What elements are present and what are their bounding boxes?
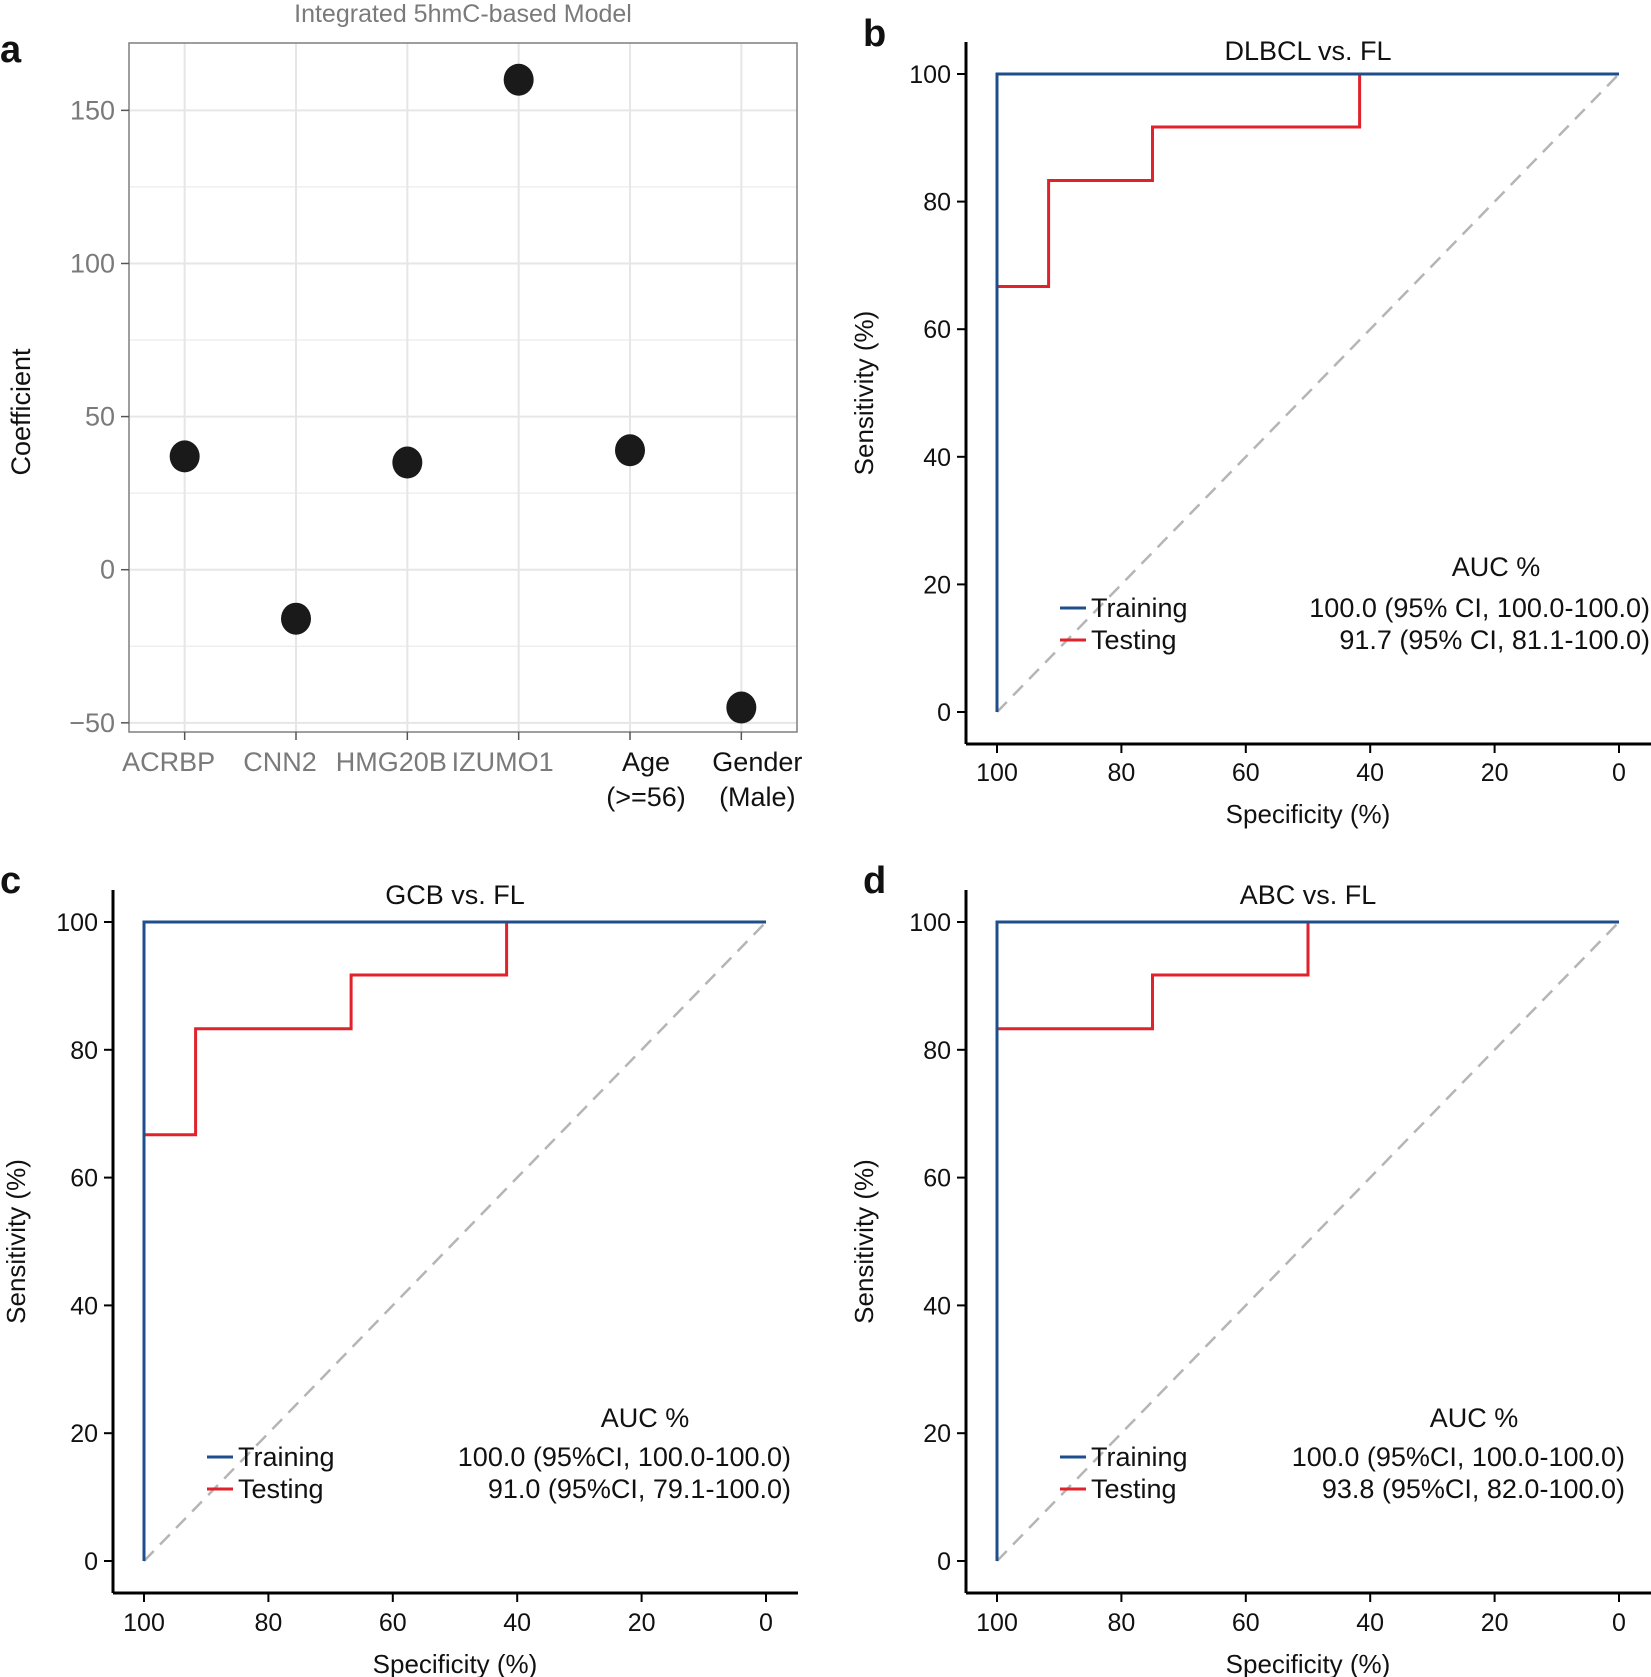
x-tick-label: 80 — [1107, 1609, 1135, 1637]
x-tick-label: 80 — [254, 1609, 282, 1637]
y-tick-label: 150 — [70, 95, 115, 125]
x-tick-label: 60 — [1232, 759, 1260, 787]
y-tick-label: 60 — [923, 1165, 951, 1193]
reference-diagonal — [996, 73, 1620, 713]
x-tick-label: 60 — [379, 1609, 407, 1637]
y-axis-label: Sensitivity (%) — [1, 1159, 31, 1324]
panel-letter: a — [0, 29, 22, 71]
y-tick-label: 100 — [909, 909, 951, 937]
y-tick-label: 60 — [923, 316, 951, 344]
roc-curve-testing — [995, 72, 1619, 712]
x-tick-label: 100 — [123, 1609, 165, 1637]
plot-frame — [128, 42, 798, 733]
y-tick-label: 0 — [84, 1548, 98, 1576]
roc-curve-testing — [142, 920, 766, 1561]
reference-diagonal — [996, 921, 1620, 1562]
x-axis-label: Specificity (%) — [1226, 1649, 1391, 1677]
panel-letter: d — [863, 860, 886, 902]
x-tick-label: 60 — [1232, 1609, 1260, 1637]
y-axis-label: Sensitivity (%) — [849, 1159, 879, 1324]
y-tick-label: 40 — [923, 444, 951, 472]
x-axis-label: Specificity (%) — [373, 1649, 538, 1677]
x-category-label: HMG20B — [336, 747, 447, 777]
chart-title: ABC vs. FL — [1240, 880, 1377, 910]
auc-header: AUC % — [601, 1403, 690, 1433]
y-tick-label: 0 — [100, 555, 115, 585]
x-tick-label: 0 — [759, 1609, 773, 1637]
reference-diagonal — [143, 921, 767, 1562]
panel-c: 0 20 40 60 80 100 100 80 60 40 20 0 GCB vs. FL Specif… — [0, 860, 798, 1677]
x-tick-label: 0 — [1612, 759, 1626, 787]
x-tick-label: 20 — [628, 1609, 656, 1637]
x-category-label: (Male) — [719, 782, 796, 812]
x-tick-label: 100 — [976, 759, 1018, 787]
x-axis-label: Specificity (%) — [1226, 799, 1391, 829]
data-point-hmg20b — [392, 446, 423, 479]
legend-auc-testing: 93.8 (95%CI, 82.0-100.0) — [1322, 1474, 1625, 1504]
data-point-age — [615, 434, 645, 467]
x-tick-label: 40 — [1356, 1609, 1384, 1637]
x-category-label: ACRBP — [122, 747, 215, 777]
y-tick-label: 60 — [70, 1165, 98, 1193]
legend-auc-testing: 91.0 (95%CI, 79.1-100.0) — [488, 1474, 791, 1504]
legend-auc-training: 100.0 (95% CI, 100.0-100.0) — [1309, 593, 1650, 623]
y-tick-label: 50 — [85, 402, 115, 432]
roc-curve-training — [995, 920, 1619, 1561]
data-point-cnn2 — [281, 602, 311, 635]
panel-letter: b — [863, 13, 886, 55]
y-axis-label: Coefficient — [6, 348, 36, 476]
y-axis-label: Sensitivity (%) — [849, 311, 879, 476]
x-tick-label: 40 — [1356, 759, 1384, 787]
legend-auc-training: 100.0 (95%CI, 100.0-100.0) — [1292, 1442, 1625, 1472]
x-tick-label: 20 — [1481, 759, 1509, 787]
x-tick-label: 80 — [1107, 759, 1135, 787]
x-tick-label: 0 — [1612, 1609, 1626, 1637]
panel-d: 0 20 40 60 80 100 100 80 60 40 20 0 ABC vs. FL Specif… — [849, 860, 1651, 1677]
x-tick-label: 100 — [976, 1609, 1018, 1637]
y-tick-label: 20 — [923, 1420, 951, 1448]
panel-a: −50 0 50 100 150 ACRBP CNN2 HMG20B IZUMO1 Age (>=5… — [0, 0, 802, 812]
x-category-label: Age — [622, 747, 670, 777]
legend-auc-training: 100.0 (95%CI, 100.0-100.0) — [458, 1442, 791, 1472]
chart-title: GCB vs. FL — [385, 880, 525, 910]
y-tick-label: −50 — [69, 708, 115, 738]
legend-label-testing: Testing — [1091, 625, 1177, 655]
x-category-label: Gender — [712, 747, 802, 777]
legend-label-training: Training — [238, 1442, 335, 1472]
x-category-label: CNN2 — [243, 747, 317, 777]
y-tick-label: 20 — [70, 1420, 98, 1448]
y-tick-label: 0 — [937, 1548, 951, 1576]
chart-title: DLBCL vs. FL — [1224, 36, 1391, 66]
y-tick-label: 40 — [923, 1292, 951, 1320]
legend-label-testing: Testing — [238, 1474, 324, 1504]
y-tick-label: 80 — [923, 1037, 951, 1065]
x-tick-label: 20 — [1481, 1609, 1509, 1637]
x-category-label: (>=56) — [606, 782, 686, 812]
panel-letter: c — [0, 860, 21, 902]
legend-label-training: Training — [1091, 593, 1188, 623]
auc-header: AUC % — [1430, 1403, 1519, 1433]
data-point-gender — [726, 691, 757, 724]
chart-title: Integrated 5hmC-based Model — [294, 0, 632, 28]
y-tick-label: 80 — [70, 1037, 98, 1065]
panel-b: 0 20 40 60 80 100 100 80 60 40 20 0 DLBCL vs. FL Spec… — [849, 13, 1651, 829]
legend-auc-testing: 91.7 (95% CI, 81.1-100.0) — [1339, 625, 1650, 655]
y-tick-label: 20 — [923, 571, 951, 599]
y-tick-label: 100 — [56, 909, 98, 937]
roc-curve-training — [142, 920, 766, 1561]
legend-label-training: Training — [1091, 1442, 1188, 1472]
data-point-acrbp — [169, 440, 200, 473]
roc-curve-training — [995, 72, 1619, 712]
x-category-label: IZUMO1 — [452, 747, 554, 777]
x-tick-label: 40 — [503, 1609, 531, 1637]
data-point-izumo1 — [503, 63, 534, 96]
y-tick-label: 100 — [70, 248, 115, 278]
y-tick-label: 0 — [937, 699, 951, 727]
y-tick-label: 40 — [70, 1292, 98, 1320]
auc-header: AUC % — [1452, 552, 1541, 582]
y-tick-label: 80 — [923, 189, 951, 217]
legend-label-testing: Testing — [1091, 1474, 1177, 1504]
y-tick-label: 100 — [909, 61, 951, 89]
